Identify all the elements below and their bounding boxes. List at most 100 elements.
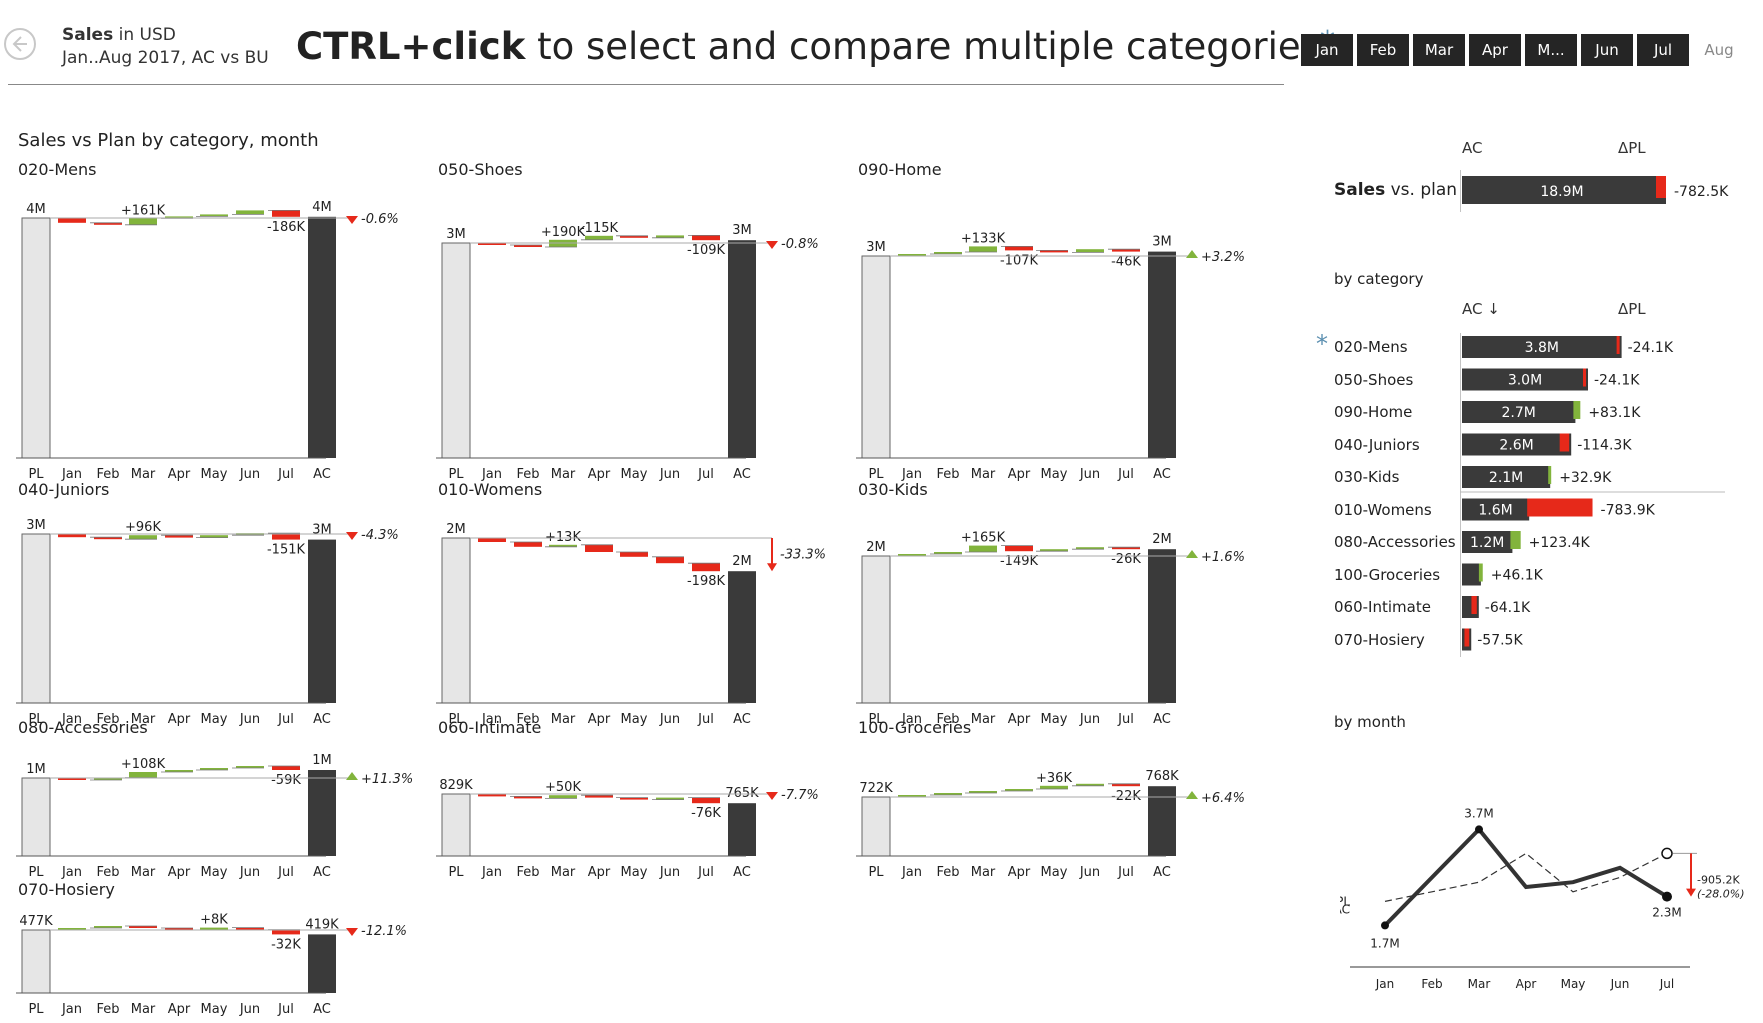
pl-value-label: 477K <box>19 914 53 929</box>
waterfall-040-Juniors[interactable]: 3M +96K -151K 3M -4.3% PL Jan Feb Mar Apr May Jun Ju… <box>16 504 426 733</box>
axis-label-May: May <box>621 712 648 727</box>
category-item-040-Juniors[interactable]: 040-Juniors <box>1334 435 1420 454</box>
category-item-020-Mens[interactable]: 020-Mens <box>1334 338 1408 356</box>
axis-label-Apr: Apr <box>168 712 191 727</box>
star-icon: * <box>1316 330 1328 358</box>
axis-label-Jul: Jul <box>697 467 714 482</box>
ac-first-label: 1.7M <box>1370 936 1399 950</box>
axis-label-PL: PL <box>868 467 884 482</box>
category-item-010-Womens[interactable]: 010-Womens <box>1334 500 1432 519</box>
delta-bar-Feb <box>934 252 962 254</box>
delta-label: -149K <box>1000 554 1039 569</box>
axis-label-Jul: Jul <box>1117 865 1134 880</box>
month-button-2[interactable]: Feb <box>1357 34 1409 66</box>
axis-label-Jul: Jul <box>697 712 714 727</box>
month-button-6[interactable]: Jun <box>1581 34 1633 66</box>
delta-bar-Apr <box>165 216 193 219</box>
category-value: 2.7M <box>1502 405 1536 421</box>
axis-label-May: May <box>621 865 648 880</box>
category-item-100-Groceries[interactable]: 100-Groceries <box>1334 565 1441 584</box>
ac-start-point <box>1381 921 1389 930</box>
category-bars[interactable]: 3.8M -24.1K 3.0M -24.1K 2.7M +83.1K 2.6M -114.3… <box>1460 333 1760 673</box>
axis-label-Apr: Apr <box>168 865 191 880</box>
axis-label-Apr: Apr <box>168 467 191 482</box>
waterfall-090-Home[interactable]: 3M +133K -107K -46K 3M +3.2% PL Jan Feb Mar Apr May… <box>856 184 1266 488</box>
delta-label: +8K <box>200 913 228 928</box>
pl-line <box>1384 852 1668 902</box>
month-button-1[interactable]: Jan <box>1301 34 1353 66</box>
ac-sort-header[interactable]: AC ↓ <box>1462 300 1500 318</box>
month-button-7[interactable]: Jul <box>1637 34 1689 66</box>
month-button-4[interactable]: Apr <box>1469 34 1521 66</box>
month-variance-label: -905.2K <box>1697 873 1740 886</box>
axis-label-May: May <box>201 865 228 880</box>
delta-bar-Feb <box>94 777 122 780</box>
category-ac-bar <box>1462 368 1588 391</box>
axis-label-PL: PL <box>28 1002 44 1017</box>
axis-label-Jan: Jan <box>901 467 922 482</box>
waterfall-020-Mens[interactable]: 4M +161K -186K 4M -0.6% PL Jan Feb Mar Apr May Jun J… <box>16 184 426 488</box>
delta-bar-Apr <box>585 235 613 240</box>
dpl-header-2: ΔPL <box>1618 300 1646 318</box>
ac-end-point <box>1662 891 1672 902</box>
month-button-5[interactable]: M... <box>1525 34 1577 66</box>
axis-label-Jun: Jun <box>239 467 260 482</box>
month-button-8[interactable]: Aug <box>1704 41 1734 59</box>
waterfall-070-Hosiery[interactable]: 477K +8K -32K 419K -12.1% PL Jan Feb Mar Apr May Ju… <box>16 904 426 1023</box>
chart-title-030-Kids: 030-Kids <box>858 480 928 499</box>
axis-label-PL: PL <box>448 865 464 880</box>
axis-label-Jul: Jul <box>697 865 714 880</box>
category-item-090-Home[interactable]: 090-Home <box>1334 403 1413 421</box>
axis-label-Jan: Jan <box>481 467 502 482</box>
month-axis-Jan: Jan <box>1375 977 1395 991</box>
category-delta: -783.9K <box>1601 503 1656 519</box>
axis-label-Feb: Feb <box>96 467 119 482</box>
ac-bar <box>308 539 336 703</box>
variance-label: -33.3% <box>780 548 826 563</box>
variance-label: -7.7% <box>781 788 819 803</box>
delta-bar-Feb <box>94 537 122 540</box>
axis-label-AC: AC <box>733 467 751 482</box>
delta-bar-Feb <box>514 542 542 547</box>
waterfall-030-Kids[interactable]: 2M +165K -149K -26K 2M +1.6% PL Jan Feb Mar Apr May… <box>856 504 1266 733</box>
pl-bar <box>441 793 471 857</box>
axis-label-AC: AC <box>1153 712 1171 727</box>
axis-label-Mar: Mar <box>971 467 996 482</box>
category-item-080-Accessories[interactable]: 080-Accessories <box>1334 533 1456 551</box>
variance-label: -0.6% <box>361 212 399 227</box>
delta-bar-Jan <box>898 254 926 256</box>
category-item-070-Hosiery[interactable]: 070-Hosiery <box>1334 630 1425 649</box>
waterfall-080-Accessories[interactable]: 1M +108K -59K 1M +11.3% PL Jan Feb Mar Apr May Jun J… <box>16 742 426 886</box>
delta-bar-May <box>620 552 648 557</box>
axis-label-AC: AC <box>733 865 751 880</box>
category-item-050-Shoes[interactable]: 050-Shoes <box>1334 370 1414 389</box>
delta-bar-Jan <box>478 538 506 542</box>
back-button[interactable] <box>4 28 36 60</box>
waterfall-010-Womens[interactable]: 2M +13K -198K 2M -33.3% PL Jan Feb Mar Apr May Jun J… <box>436 504 846 733</box>
delta-bar-Jul <box>272 766 300 770</box>
pl-legend: PL <box>1340 894 1350 908</box>
category-delta-bar <box>1583 368 1586 387</box>
delta-bar-May <box>200 535 228 538</box>
variance-label: +3.2% <box>1201 250 1245 265</box>
sales-vs-plan-label: Sales vs. plan <box>1334 180 1458 200</box>
sales-vs-plan-chart[interactable]: 18.9M -782.5K <box>1460 170 1760 214</box>
axis-label-Mar: Mar <box>971 712 996 727</box>
ac-value-label: 2M <box>1152 532 1172 547</box>
ac-peak-label: 3.7M <box>1464 806 1493 820</box>
waterfall-050-Shoes[interactable]: 3M +190K-115K -109K 3M -0.8% PL Jan Feb Mar Apr Ma… <box>436 184 846 488</box>
ac-value-label: 768K <box>1145 769 1179 784</box>
category-item-060-Intimate[interactable]: 060-Intimate <box>1334 598 1431 616</box>
delta-bar-Jun <box>656 797 684 800</box>
axis-label-May: May <box>1041 712 1068 727</box>
delta-label: -115K <box>580 221 619 236</box>
month-button-3[interactable]: Mar <box>1413 34 1465 66</box>
delta-bar-Mar <box>969 246 997 252</box>
delta-bar-Jan <box>58 778 86 780</box>
category-delta-bar <box>1559 433 1570 452</box>
delta-bar-May <box>200 214 228 217</box>
delta-bar-May <box>620 235 648 238</box>
category-item-030-Kids[interactable]: 030-Kids <box>1334 468 1400 486</box>
